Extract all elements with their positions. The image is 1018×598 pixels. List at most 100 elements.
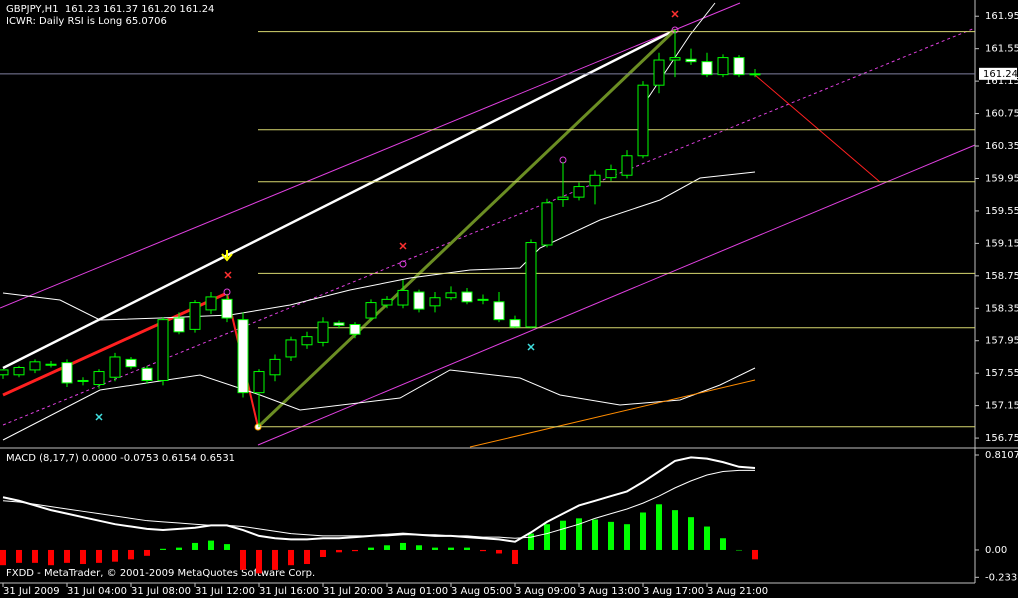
histogram-bar	[752, 549, 758, 560]
candle-body	[77, 379, 89, 382]
candle-body	[237, 319, 249, 394]
last-price-label: 161.24	[983, 69, 1018, 80]
candle-body	[621, 155, 633, 176]
histogram-bar	[672, 510, 678, 550]
candle-body	[0, 369, 9, 376]
footer: FXDD - MetaTrader, © 2001-2009 MetaQuote…	[6, 568, 315, 579]
candle-body	[493, 301, 505, 321]
candle-body	[717, 57, 729, 76]
histogram-bar	[64, 549, 70, 563]
x-tick-label: 3 Aug 09:00	[515, 586, 576, 597]
trend-line	[2, 28, 676, 370]
histogram-bar	[368, 547, 374, 550]
histogram-bar	[80, 549, 86, 565]
candle-body	[669, 57, 681, 61]
histogram-bar	[352, 549, 358, 552]
histogram-bar	[304, 549, 310, 565]
histogram-bar	[544, 524, 550, 550]
indicator-text: ICWR: Daily RSI is Long 65.0706	[6, 16, 167, 27]
y-tick-label: 161.95	[985, 11, 1018, 22]
trend-line	[2, 292, 226, 397]
moving-average	[469, 379, 756, 448]
candle-body	[541, 202, 553, 246]
candle-body	[13, 366, 25, 376]
histogram-bar	[176, 547, 182, 550]
candle-body	[605, 169, 617, 179]
candle-body	[589, 174, 601, 187]
candle-body	[93, 371, 105, 386]
candle-body	[189, 302, 201, 330]
histogram-bar	[656, 504, 662, 550]
candle-body	[381, 298, 393, 306]
candle-body	[61, 362, 73, 384]
x-tick-label: 3 Aug 05:00	[451, 586, 512, 597]
x-tick-label: 3 Aug 17:00	[643, 586, 704, 597]
histogram-bar	[592, 519, 598, 550]
candle-body	[157, 319, 169, 381]
candle-body	[109, 356, 121, 378]
candle-body	[221, 298, 233, 319]
candle-body	[125, 358, 137, 368]
histogram-bar	[160, 548, 166, 550]
x-tick-label: 31 Jul 08:00	[131, 586, 191, 597]
candle-body	[205, 296, 217, 311]
candle-body	[429, 297, 441, 307]
candle-body	[477, 298, 489, 301]
candle-body	[749, 73, 761, 76]
histogram-bar	[688, 517, 694, 550]
histogram-bar	[208, 540, 214, 550]
histogram-bar	[48, 549, 54, 566]
histogram-bar	[288, 549, 294, 566]
histogram-bar	[128, 549, 134, 560]
histogram-bar	[464, 547, 470, 550]
histogram-bar	[224, 544, 230, 550]
macd-title: MACD (8,17,7) 0.0000 -0.0753 0.6154 0.65…	[6, 453, 235, 464]
macd-line	[2, 456, 756, 543]
y-tick-label: 160.35	[985, 141, 1018, 152]
candle-body	[285, 339, 297, 358]
histogram-bar	[736, 549, 742, 551]
histogram-bar	[576, 518, 582, 550]
x-tick-label: 31 Jul 12:00	[195, 586, 255, 597]
histogram-bar	[720, 538, 726, 550]
y-tick-label: 159.95	[985, 173, 1018, 184]
signal-marker	[95, 343, 535, 421]
histogram-bar	[400, 542, 406, 550]
histogram-bar	[272, 549, 278, 570]
swing-marker	[399, 260, 407, 268]
histogram-bar	[144, 549, 150, 556]
trend-line	[256, 28, 677, 429]
y-tick-label: 160.75	[985, 109, 1018, 120]
x-tick-label: 3 Aug 01:00	[387, 586, 448, 597]
candle-body	[637, 84, 649, 157]
candle-body	[349, 324, 361, 335]
candle-body	[685, 58, 697, 63]
channel-upper	[0, 2, 741, 309]
candle-body	[413, 291, 425, 310]
histogram-bar	[448, 547, 454, 550]
histogram-bar	[608, 521, 614, 550]
candle-body	[557, 196, 569, 201]
histogram-bar	[528, 533, 534, 550]
y-tick-label: 157.55	[985, 368, 1018, 379]
x-tick-label: 31 Jul 2009	[3, 586, 60, 597]
y-tick-label: 159.15	[985, 238, 1018, 249]
candle-body	[733, 57, 745, 76]
histogram-bar	[416, 545, 422, 550]
candle-body	[317, 321, 329, 343]
channel-lower	[257, 144, 976, 446]
histogram-bar	[112, 549, 118, 562]
candle-body	[653, 59, 665, 86]
candle-body	[525, 242, 537, 328]
candle-body	[333, 322, 345, 326]
histogram-bar	[320, 549, 326, 557]
histogram-bar	[560, 520, 566, 550]
x-tick-label: 31 Jul 20:00	[323, 586, 383, 597]
y-tick-label: 161.15	[985, 76, 1018, 87]
candle-body	[301, 336, 313, 346]
histogram-bar	[384, 545, 390, 550]
candle-body	[397, 289, 409, 306]
candle-body	[365, 302, 377, 319]
x-tick-label: 31 Jul 04:00	[67, 586, 127, 597]
